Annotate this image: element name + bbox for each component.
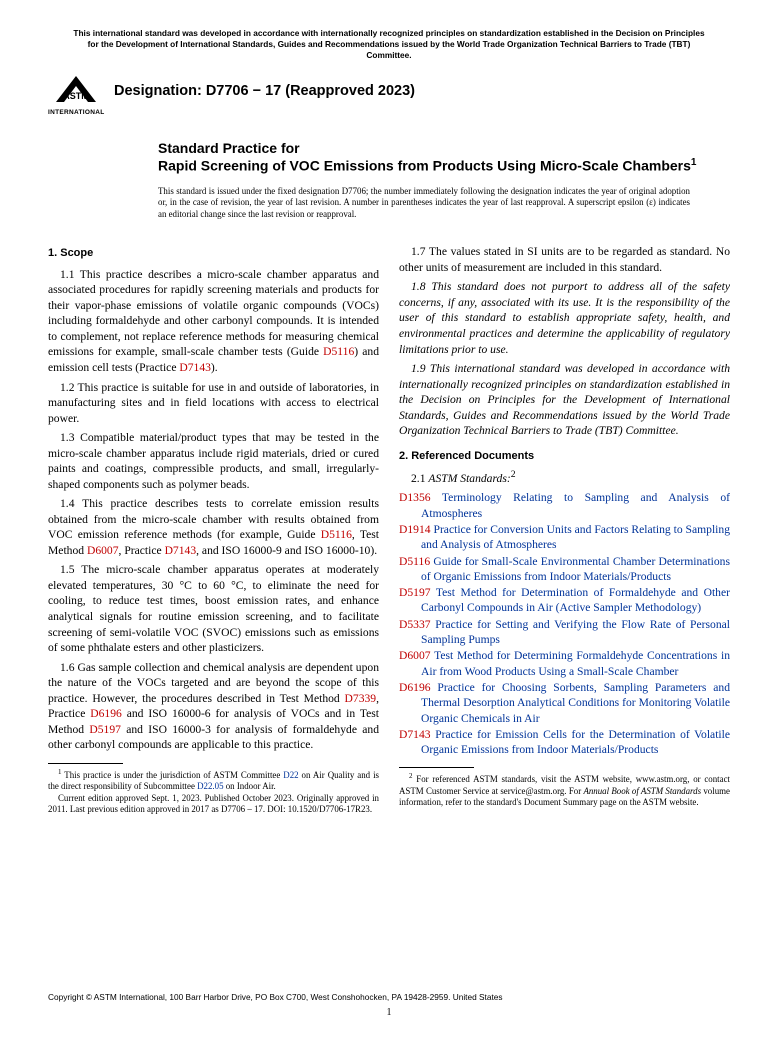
ref-id-link[interactable]: D6007 <box>399 649 431 662</box>
left-column: 1. Scope 1.1 This practice describes a m… <box>48 244 379 815</box>
link-d7143[interactable]: D7143 <box>179 361 211 374</box>
title-sup: 1 <box>691 157 697 168</box>
footnote-rule-right <box>399 767 474 768</box>
svg-text:ASTM: ASTM <box>63 91 89 101</box>
link-d5197[interactable]: D5197 <box>89 723 121 736</box>
para-1-1: 1.1 This practice describes a micro-scal… <box>48 267 379 376</box>
title-main: Rapid Screening of VOC Emissions from Pr… <box>158 157 730 175</box>
designation: Designation: D7706 − 17 (Reapproved 2023… <box>114 82 415 101</box>
link-d22-05[interactable]: D22.05 <box>197 781 223 791</box>
page-number: 1 <box>387 1006 392 1019</box>
footnote-1: 1 This practice is under the jurisdictio… <box>48 768 379 793</box>
title-prefix: Standard Practice for <box>158 140 730 158</box>
ref-title-link[interactable]: Terminology Relating to Sampling and Ana… <box>421 491 730 519</box>
para-1-7: 1.7 The values stated in SI units are to… <box>399 244 730 275</box>
link-d22[interactable]: D22 <box>283 770 298 780</box>
issuance-note: This standard is issued under the fixed … <box>158 186 690 221</box>
header: ASTM INTERNATIONAL Designation: D7706 − … <box>48 72 730 118</box>
right-column: 1.7 The values stated in SI units are to… <box>399 244 730 815</box>
ref-title-link[interactable]: Practice for Conversion Units and Factor… <box>421 523 730 551</box>
link-d7339[interactable]: D7339 <box>345 692 377 705</box>
ref-id-link[interactable]: D1914 <box>399 523 431 536</box>
ref-id-link[interactable]: D7143 <box>399 728 431 741</box>
ref-item: D6196 Practice for Choosing Sorbents, Sa… <box>399 680 730 726</box>
para-1-6: 1.6 Gas sample collection and chemical a… <box>48 660 379 753</box>
ref-item: D5337 Practice for Setting and Verifying… <box>399 617 730 648</box>
copyright: Copyright © ASTM International, 100 Barr… <box>48 992 503 1003</box>
footnote-1-cont: Current edition approved Sept. 1, 2023. … <box>48 793 379 816</box>
link-d5116[interactable]: D5116 <box>323 345 354 358</box>
sub-2-1: 2.1 ASTM Standards:2 <box>399 469 730 486</box>
refdocs-heading: 2. Referenced Documents <box>399 449 730 464</box>
ref-item: D6007 Test Method for Determining Formal… <box>399 648 730 679</box>
para-1-8: 1.8 This standard does not purport to ad… <box>399 279 730 357</box>
ref-title-link[interactable]: Guide for Small-Scale Environmental Cham… <box>421 555 730 583</box>
reference-list: D1356 Terminology Relating to Sampling a… <box>399 490 730 757</box>
content-columns: 1. Scope 1.1 This practice describes a m… <box>48 244 730 815</box>
ref-id-link[interactable]: D6196 <box>399 681 431 694</box>
ref-title-link[interactable]: Test Method for Determination of Formald… <box>421 586 730 614</box>
ref-title-link[interactable]: Practice for Choosing Sorbents, Sampling… <box>421 681 730 725</box>
ref-id-link[interactable]: D1356 <box>399 491 431 504</box>
title-block: Standard Practice for Rapid Screening of… <box>158 140 730 220</box>
para-1-5: 1.5 The micro-scale chamber apparatus op… <box>48 562 379 655</box>
ref-title-link[interactable]: Practice for Emission Cells for the Dete… <box>421 728 730 756</box>
para-1-9: 1.9 This international standard was deve… <box>399 361 730 439</box>
title-text: Rapid Screening of VOC Emissions from Pr… <box>158 158 691 174</box>
ref-id-link[interactable]: D5337 <box>399 618 431 631</box>
scope-heading: 1. Scope <box>48 246 379 261</box>
ref-item: D5116 Guide for Small-Scale Environmenta… <box>399 554 730 585</box>
para-1-4: 1.4 This practice describes tests to cor… <box>48 496 379 558</box>
astm-logo: ASTM INTERNATIONAL <box>48 72 104 118</box>
ref-item: D1356 Terminology Relating to Sampling a… <box>399 490 730 521</box>
link-d7143-2[interactable]: D7143 <box>165 544 197 557</box>
ref-item: D1914 Practice for Conversion Units and … <box>399 522 730 553</box>
ref-id-link[interactable]: D5116 <box>399 555 430 568</box>
ref-item: D7143 Practice for Emission Cells for th… <box>399 727 730 758</box>
link-d6196[interactable]: D6196 <box>90 707 122 720</box>
link-d6007[interactable]: D6007 <box>87 544 119 557</box>
footnote-2: 2 For referenced ASTM standards, visit t… <box>399 772 730 808</box>
para-1-3: 1.3 Compatible material/product types th… <box>48 430 379 492</box>
ref-item: D5197 Test Method for Determination of F… <box>399 585 730 616</box>
para-1-2: 1.2 This practice is suitable for use in… <box>48 380 379 427</box>
link-d5116-2[interactable]: D5116 <box>321 528 352 541</box>
ref-id-link[interactable]: D5197 <box>399 586 431 599</box>
footnote-rule-left <box>48 763 123 764</box>
ref-title-link[interactable]: Practice for Setting and Verifying the F… <box>421 618 730 646</box>
top-notice: This international standard was develope… <box>68 28 710 60</box>
logo-text: INTERNATIONAL <box>48 109 104 118</box>
ref-title-link[interactable]: Test Method for Determining Formaldehyde… <box>421 649 730 677</box>
